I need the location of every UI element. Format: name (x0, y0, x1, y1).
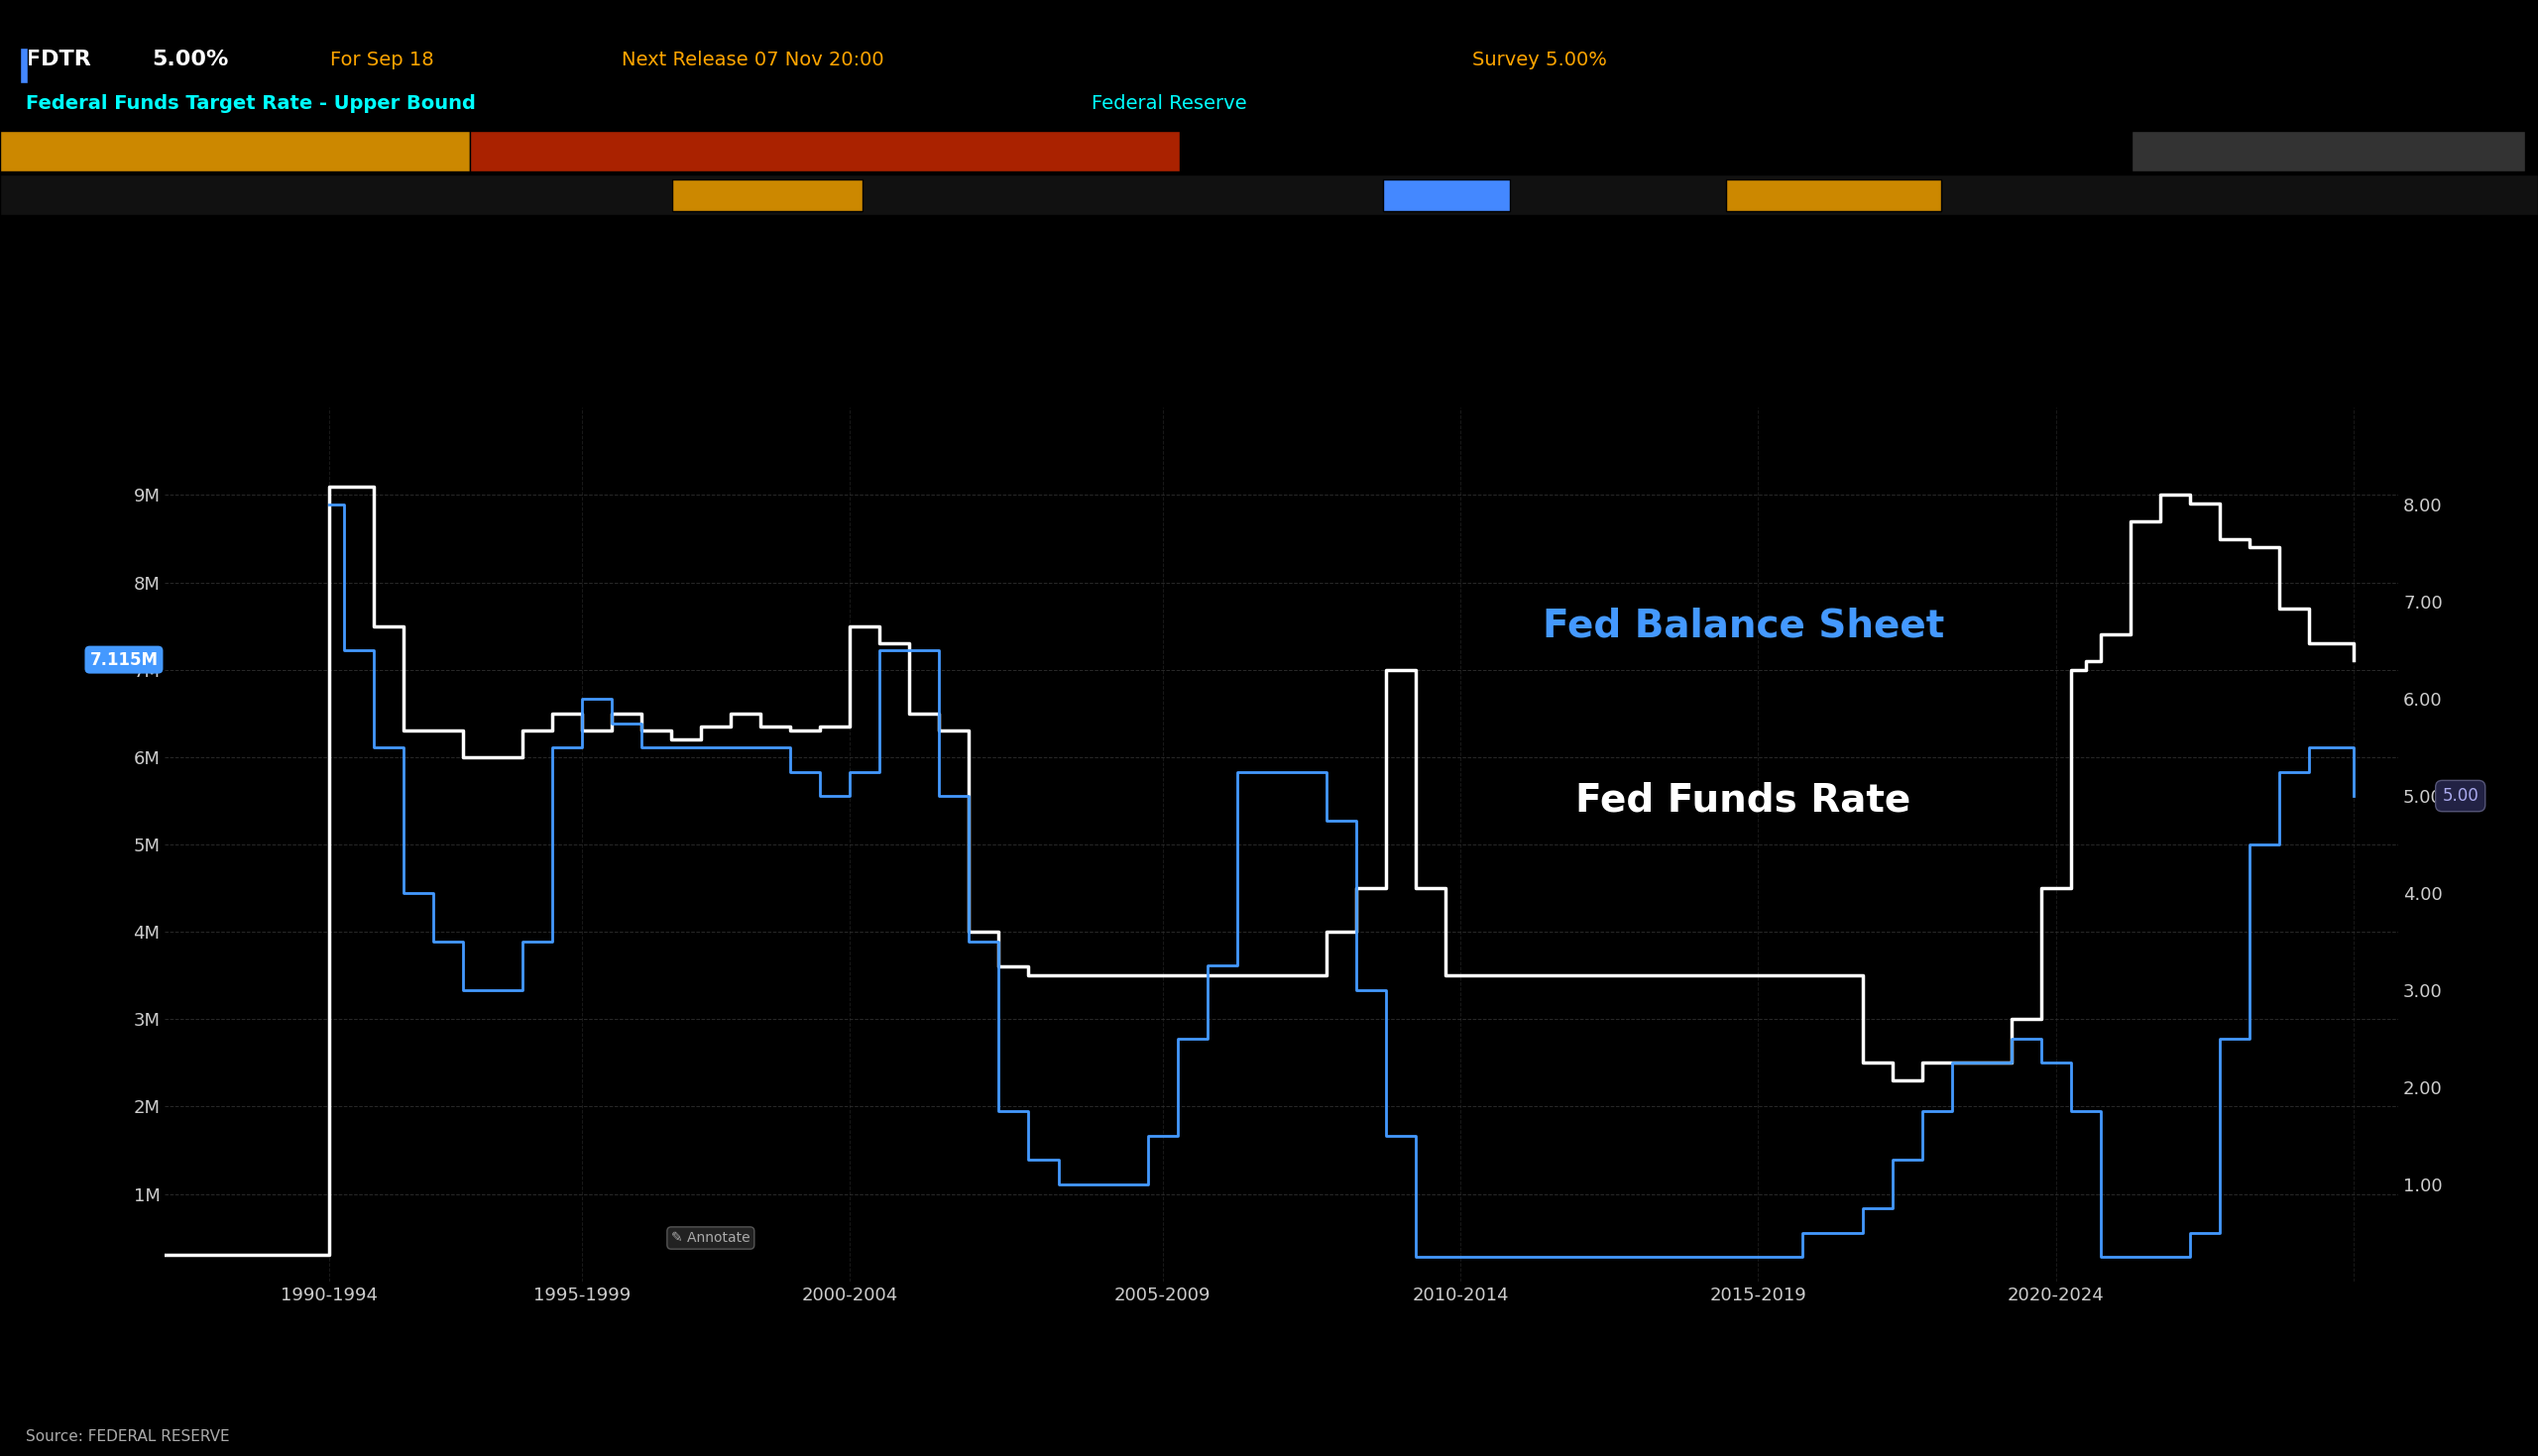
Text: ✎ Annotate: ✎ Annotate (670, 1232, 751, 1245)
Text: Fed Balance Sheet: Fed Balance Sheet (1543, 607, 1944, 645)
Text: 7.115M: 7.115M (89, 651, 157, 668)
Text: Source: FEDERAL RESERVE: Source: FEDERAL RESERVE (25, 1430, 228, 1444)
Text: ~  Table: ~ Table (1535, 186, 1596, 201)
Text: Daily  ▼: Daily ▼ (1391, 186, 1449, 201)
Text: 09/26/1990  ☐  -  09/18/2024  ☐  <  >: 09/26/1990 ☐ - 09/18/2024 ☐ < > (13, 186, 302, 201)
Text: Federal Funds Target Rate - Upper Bound: Federal Funds Target Rate - Upper Bound (25, 95, 475, 114)
Text: Fed Funds Rate: Fed Funds Rate (1576, 782, 1911, 820)
Text: For Sep 18: For Sep 18 (330, 51, 434, 70)
Text: 5.00: 5.00 (2442, 788, 2480, 805)
Text: FDTR: FDTR (25, 50, 91, 70)
Text: 5.00%: 5.00% (152, 50, 228, 70)
Text: FDTR Index: FDTR Index (13, 138, 127, 157)
Text: ✎  G 846: Fed rates BS: ✎ G 846: Fed rates BS (2145, 138, 2332, 157)
Text: 94) Suggested Charts ▼  96) Actions ▼  97) Edit ▼: 94) Suggested Charts ▼ 96) Actions ▼ 97)… (482, 138, 893, 157)
Text: Local CCY  ▼: Local CCY ▼ (680, 186, 777, 201)
Text: Survey 5.00%: Survey 5.00% (1472, 51, 1607, 70)
Text: Next Release 07 Nov 20:00: Next Release 07 Nov 20:00 (622, 51, 883, 70)
Text: ≪  ✎ Edit Chart  ✎: ≪ ✎ Edit Chart ✎ (1980, 186, 2122, 201)
Text: Federal Reserve: Federal Reserve (1091, 95, 1246, 114)
Text: Add Data: Add Data (1739, 186, 1810, 201)
Text: 1D  3D  1M  6M  YTD  1Y  5Y  Max: 1D 3D 1M 6M YTD 1Y 5Y Max (901, 186, 1155, 201)
